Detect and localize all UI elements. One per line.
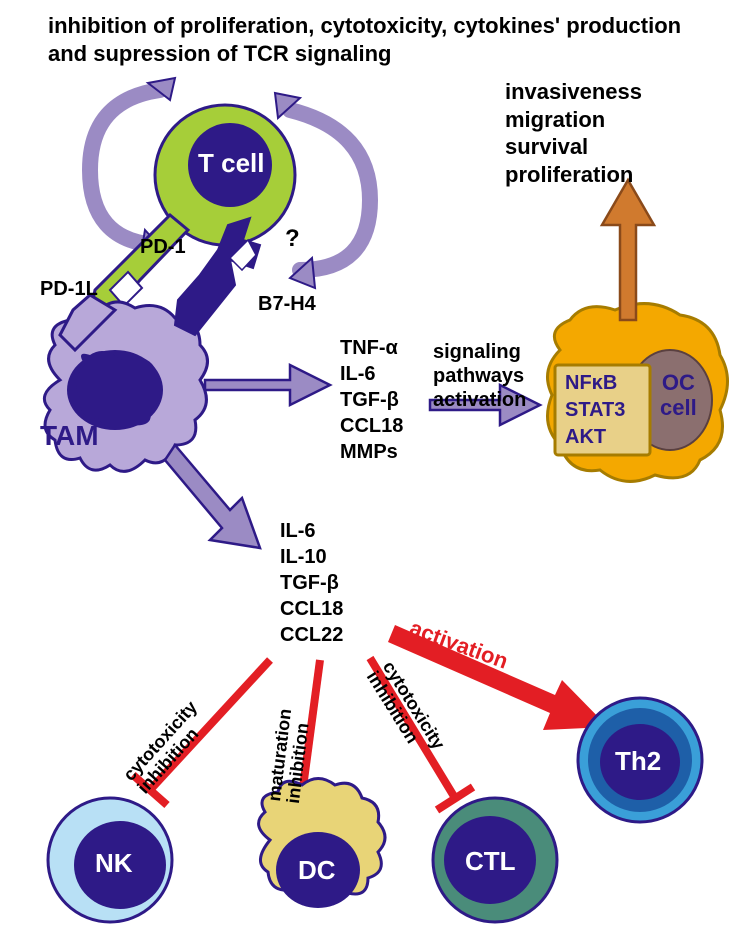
tcell-label: T cell	[198, 148, 264, 179]
pathways-list: NFκB STAT3 AKT	[565, 370, 625, 451]
th2-label: Th2	[615, 746, 661, 777]
oc-outcomes-list: invasiveness migration survival prolifer…	[505, 78, 642, 188]
tam-label: TAM	[40, 420, 99, 452]
diagram-title: inhibition of proliferation, cytotoxicit…	[48, 12, 708, 67]
signaling-label: signaling pathways activation	[433, 340, 526, 412]
ctl-label: CTL	[465, 846, 516, 877]
arrow-oc-outcomes	[602, 180, 654, 320]
cytokines-immune-list: IL-6 IL-10 TGF-β CCL18 CCL22	[280, 518, 343, 648]
oc-label: OC cell	[660, 370, 697, 421]
arrow-tam-immune	[165, 445, 260, 548]
arrow-tam-cytokines	[205, 365, 330, 405]
question-label: ?	[285, 225, 300, 253]
feedback-arrow-left	[90, 90, 160, 245]
dc-label: DC	[298, 855, 336, 886]
feedback-arrow-right	[290, 110, 370, 270]
cytokines-oc-list: TNF-α IL-6 TGF-β CCL18 MMPs	[340, 335, 403, 465]
b7h4-label: B7-H4	[258, 293, 316, 316]
nk-label: NK	[95, 848, 133, 879]
pd1-label: PD-1	[140, 236, 186, 259]
pd1l-label: PD-1L	[40, 278, 98, 301]
